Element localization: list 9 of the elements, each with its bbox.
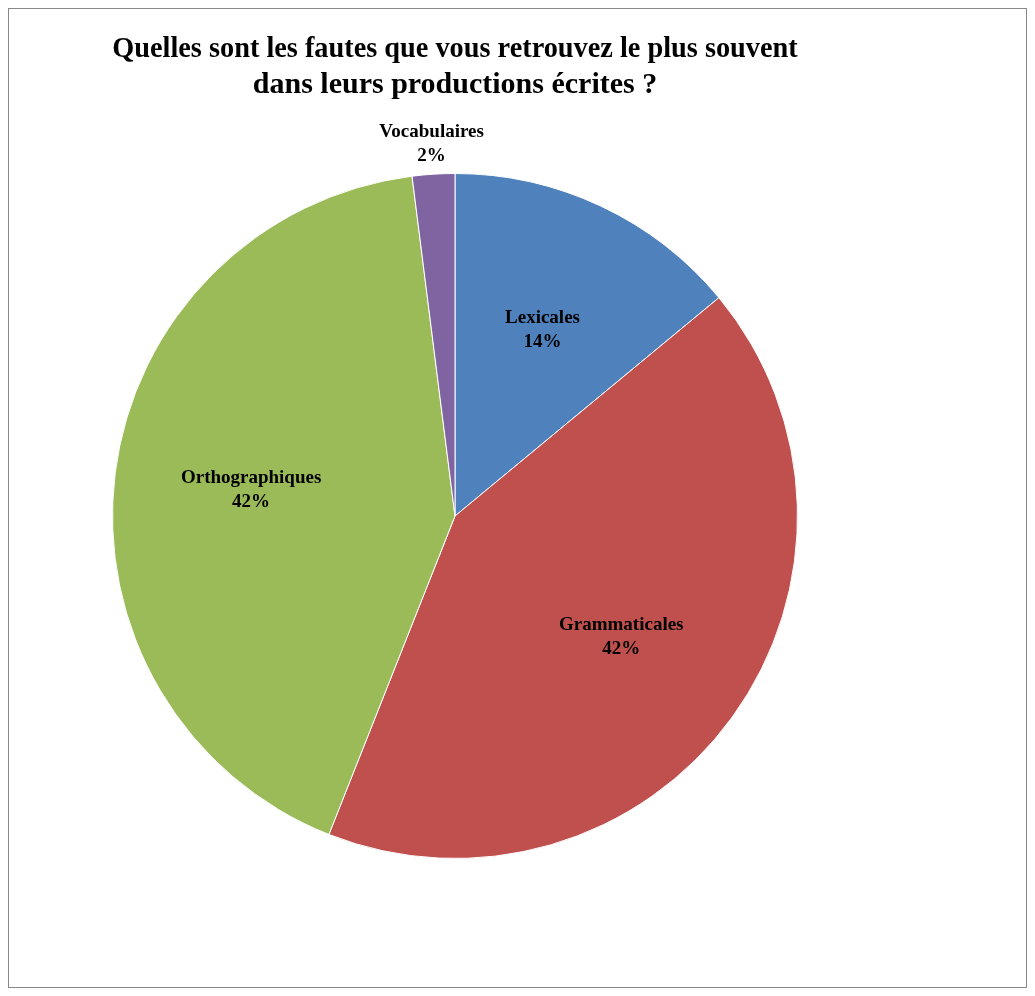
- slice-label: Vocabulaires: [379, 120, 484, 142]
- data-label: 42%: [232, 490, 271, 512]
- slice-label: Grammaticales: [559, 612, 684, 634]
- data-label: 42%: [602, 636, 641, 658]
- data-label: 2%: [417, 144, 446, 166]
- chart-title: Quelles sont les fautes que vous retrouvez le plus souvent dans leurs productions écrites ?: [112, 30, 799, 99]
- data-label: 14%: [523, 329, 562, 351]
- slice-label: Orthographiques: [180, 466, 322, 488]
- slice-label: Lexicales: [505, 305, 580, 327]
